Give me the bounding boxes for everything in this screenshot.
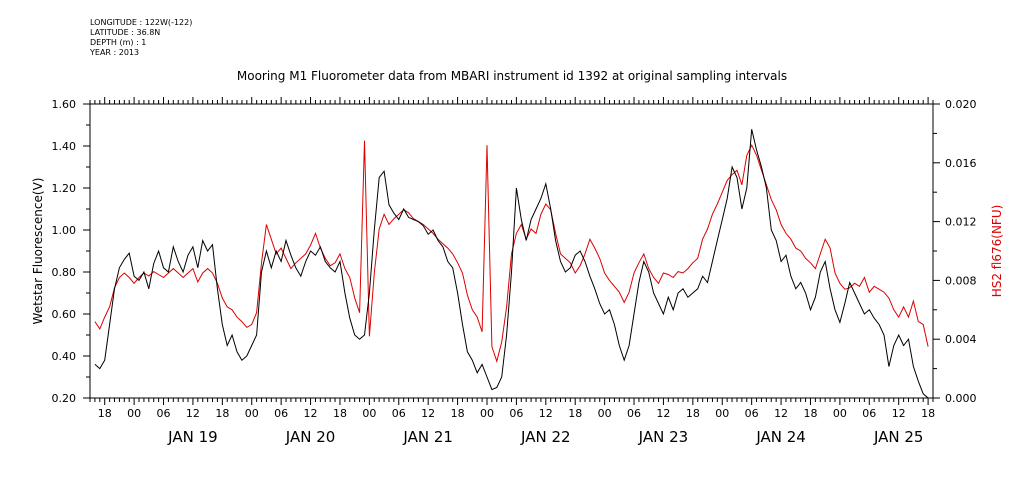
day-label: JAN 20 <box>285 428 336 446</box>
hour-tick-label: 18 <box>686 407 700 420</box>
hour-tick-label: 06 <box>274 407 288 420</box>
left-tick-label: 1.40 <box>52 140 77 153</box>
hour-tick-label: 00 <box>598 407 612 420</box>
latitude-label: LATITUDE : 36.8N <box>90 28 161 37</box>
hour-tick-label: 06 <box>627 407 641 420</box>
right-tick-label: 0.004 <box>945 333 977 346</box>
hour-tick-label: 00 <box>833 407 847 420</box>
left-tick-label: 1.20 <box>52 182 77 195</box>
year-label: YEAR : 2013 <box>90 48 140 57</box>
series-line-wetstar <box>94 129 929 399</box>
hour-tick-label: 00 <box>127 407 141 420</box>
hour-tick-label: 06 <box>392 407 406 420</box>
hour-tick-label: 00 <box>362 407 376 420</box>
hour-tick-label: 12 <box>304 407 318 420</box>
left-tick-label: 1.60 <box>52 98 77 111</box>
right-tick-label: 0.016 <box>945 157 977 170</box>
chart-title: Mooring M1 Fluorometer data from MBARI i… <box>237 69 787 83</box>
hour-tick-label: 12 <box>892 407 906 420</box>
left-tick-label: 0.40 <box>52 350 77 363</box>
y-axis-right-label: HS2 fl676(NFU) <box>990 205 1004 298</box>
hour-tick-label: 06 <box>509 407 523 420</box>
hour-tick-label: 18 <box>921 407 935 420</box>
hour-tick-label: 06 <box>745 407 759 420</box>
hour-tick-label: 12 <box>656 407 670 420</box>
day-label: JAN 22 <box>520 428 571 446</box>
hour-tick-label: 18 <box>451 407 465 420</box>
left-tick-label: 0.80 <box>52 266 77 279</box>
left-axis: 0.20 0.40 0.60 0.80 1.00 1.20 1.40 1.60 <box>52 98 90 405</box>
hour-tick-label: 18 <box>568 407 582 420</box>
hour-tick-label: 12 <box>421 407 435 420</box>
hour-tick-label: 00 <box>715 407 729 420</box>
left-tick-label: 1.00 <box>52 224 77 237</box>
plot-frame <box>89 103 934 399</box>
hour-tick-label: 06 <box>157 407 171 420</box>
hour-tick-label: 12 <box>774 407 788 420</box>
hour-tick-label: 18 <box>215 407 229 420</box>
longitude-label: LONGITUDE : 122W(-122) <box>90 18 193 27</box>
station-metadata: LONGITUDE : 122W(-122) LATITUDE : 36.8N … <box>90 18 192 58</box>
hour-tick-label: 06 <box>862 407 876 420</box>
day-label: JAN 24 <box>755 428 806 446</box>
depth-label: DEPTH (m) : 1 <box>90 38 147 47</box>
hour-tick-label: 12 <box>539 407 553 420</box>
right-axis: 0.000 0.004 0.008 0.012 0.016 0.020 <box>933 98 977 405</box>
right-tick-label: 0.012 <box>945 216 977 229</box>
day-label: JAN 23 <box>638 428 689 446</box>
hour-tick-label: 18 <box>333 407 347 420</box>
hour-tick-label: 18 <box>98 407 112 420</box>
left-tick-label: 0.60 <box>52 308 77 321</box>
y-axis-left-label: Wetstar Fluorescence(V) <box>31 178 45 325</box>
hour-tick-label: 00 <box>245 407 259 420</box>
x-axis: 18 00 06 12 18 00 06 12 18 00 06 12 18 00 06 12 18 00 06 12… <box>89 97 935 446</box>
day-label: JAN 19 <box>167 428 218 446</box>
day-label: JAN 21 <box>402 428 453 446</box>
left-tick-label: 0.20 <box>52 392 77 405</box>
hour-tick-label: 12 <box>186 407 200 420</box>
day-label: JAN 25 <box>873 428 924 446</box>
right-tick-label: 0.020 <box>945 98 977 111</box>
series-layer <box>94 129 929 399</box>
series-line-hs2 <box>94 140 929 364</box>
hour-tick-label: 00 <box>480 407 494 420</box>
hour-tick-label: 18 <box>803 407 817 420</box>
right-tick-label: 0.008 <box>945 274 977 287</box>
right-tick-label: 0.000 <box>945 392 977 405</box>
